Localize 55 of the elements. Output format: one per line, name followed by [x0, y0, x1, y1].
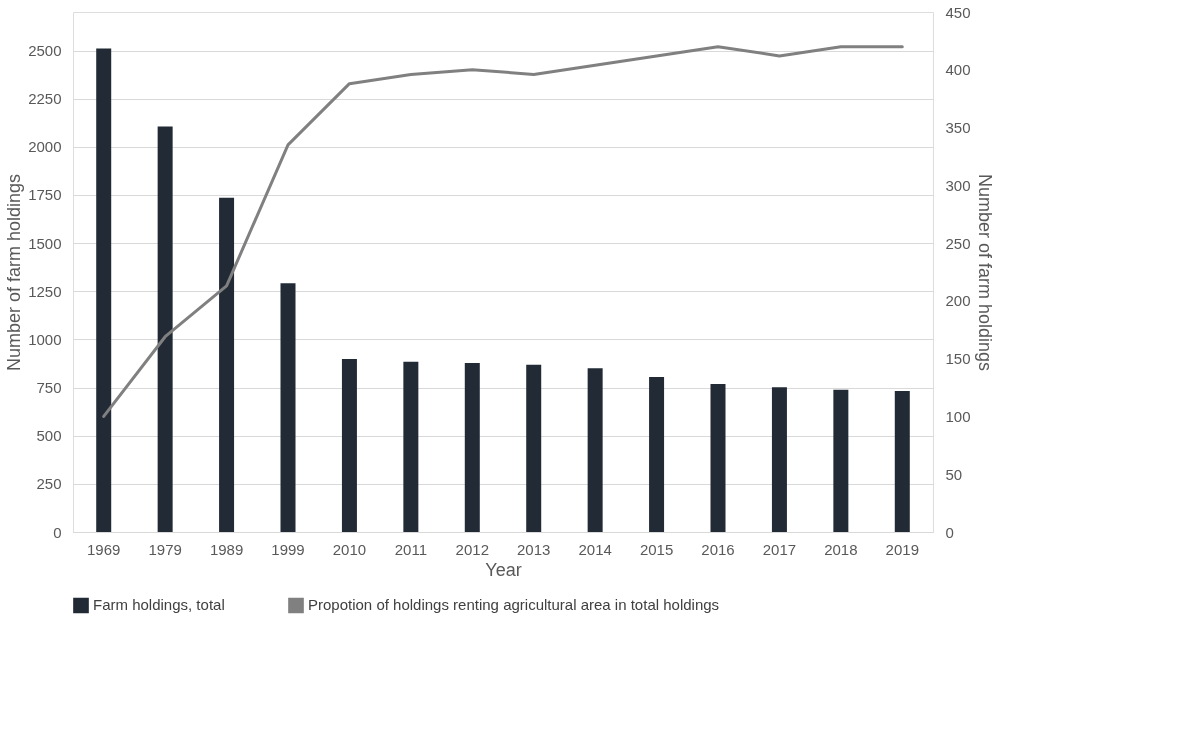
- y2-tick-label: 100: [945, 407, 971, 425]
- x-tick-label: 2010: [332, 540, 367, 558]
- bar: [403, 361, 419, 532]
- x-tick-label: 2016: [701, 540, 735, 558]
- y-tick-label: 2250: [28, 90, 62, 108]
- y2-axis-title: Number of farm holdings: [974, 173, 995, 372]
- y-tick-label: 500: [36, 427, 62, 445]
- x-tick-label: 2011: [394, 540, 427, 558]
- y-tick-label: 1500: [28, 234, 62, 252]
- y-tick-label: 1000: [28, 330, 62, 348]
- y2-tick-label: 200: [945, 292, 971, 310]
- x-tick-label: 2012: [455, 540, 489, 558]
- bar: [219, 197, 235, 532]
- bar: [464, 362, 480, 532]
- y-axis-title: Number of farm holdings: [4, 173, 25, 372]
- y-tick-label: 0: [53, 523, 62, 541]
- y-tick-label: 750: [36, 379, 62, 397]
- x-tick-label: 1969: [87, 540, 121, 558]
- bar: [341, 359, 357, 532]
- y2-tick-label: 150: [945, 350, 971, 368]
- bar: [649, 376, 665, 532]
- legend-label: Farm holdings, total: [93, 596, 225, 614]
- x-tick-label: 2018: [824, 540, 858, 558]
- y-tick-label: 2500: [28, 42, 62, 60]
- bar: [280, 283, 296, 532]
- x-tick-label: 2015: [639, 540, 674, 558]
- bar: [526, 364, 542, 532]
- y2-tick-label: 250: [945, 234, 971, 252]
- y-tick-label: 2000: [28, 138, 62, 156]
- x-axis-title: Year: [485, 559, 522, 580]
- bar: [587, 368, 603, 532]
- bar: [771, 387, 787, 532]
- y-tick-label: 250: [36, 475, 62, 493]
- y2-tick-label: 450: [945, 3, 971, 21]
- legend-label: Propotion of holdings renting agricultural area in total holdings: [308, 596, 720, 614]
- y2-tick-label: 50: [945, 465, 963, 483]
- bar: [96, 48, 112, 532]
- y-tick-label: 1750: [28, 186, 62, 204]
- y2-tick-label: 300: [945, 176, 971, 194]
- x-tick-label: 2019: [885, 540, 919, 558]
- x-tick-label: 1999: [271, 540, 305, 558]
- x-tick-label: 2014: [578, 540, 612, 558]
- bar: [833, 389, 849, 532]
- x-tick-label: 1989: [209, 540, 244, 558]
- y-tick-label: 1250: [28, 282, 62, 300]
- x-tick-label: 1979: [148, 540, 182, 558]
- bar: [710, 383, 726, 532]
- x-tick-label: 2017: [762, 540, 797, 558]
- bar: [157, 126, 173, 532]
- y2-tick-label: 0: [945, 523, 954, 541]
- y2-tick-label: 400: [945, 61, 971, 79]
- x-tick-label: 2013: [517, 540, 551, 558]
- line-series: [102, 45, 904, 418]
- y2-tick-label: 350: [945, 119, 971, 137]
- bar: [894, 391, 910, 532]
